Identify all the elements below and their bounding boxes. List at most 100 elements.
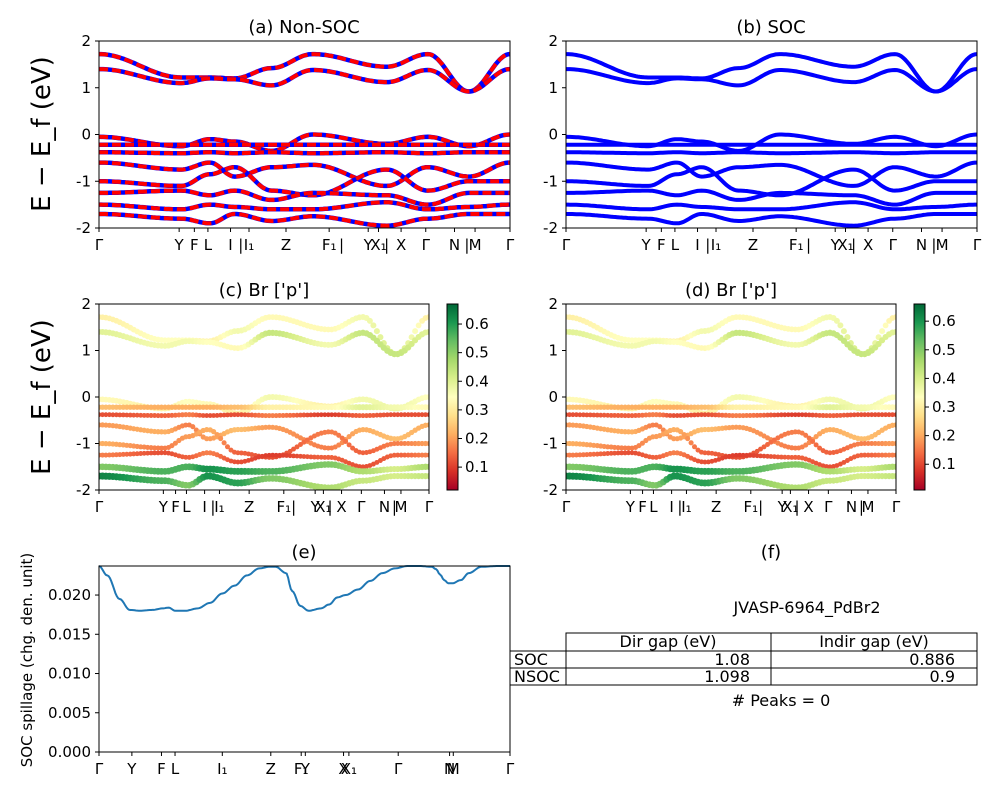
y-tick-label: 0 — [548, 388, 558, 406]
projected-band-point — [398, 452, 404, 458]
gap-table: Dir gap (eV) Indir gap (eV) SOC 1.08 0.8… — [509, 632, 978, 686]
panel-e-spillage-curve — [98, 565, 510, 612]
projected-band-point — [388, 412, 394, 418]
projected-band-point — [422, 452, 429, 458]
kpoint-label: | — [464, 236, 469, 254]
projected-band-point — [626, 413, 631, 419]
projected-band-point — [374, 412, 380, 418]
kpoint-label: L — [671, 236, 680, 254]
y-tick-label: -1 — [76, 172, 91, 190]
projected-band-point — [824, 413, 829, 419]
projected-band-point — [152, 450, 158, 456]
projected-band-point — [127, 412, 133, 418]
table-header-indir: Indir gap (eV) — [819, 632, 929, 651]
projected-band-point — [667, 413, 673, 418]
projected-band-point — [806, 435, 812, 441]
y-tick-label: -2 — [543, 481, 558, 499]
band-line-up — [99, 188, 510, 207]
projected-band-point — [145, 412, 151, 418]
kpoint-label: Γ — [394, 760, 403, 778]
projected-band-point — [426, 452, 429, 458]
projected-band-point — [803, 432, 809, 438]
projected-band-point — [426, 394, 429, 400]
projected-band-point — [426, 404, 429, 411]
kpoint-label: M — [469, 236, 482, 254]
projected-band-point — [879, 412, 885, 418]
panel-d-colorbar — [913, 303, 926, 491]
projected-band-point — [204, 413, 210, 419]
kpoint-label: L — [182, 498, 191, 516]
projected-band-point — [747, 412, 753, 419]
projected-band-point — [311, 412, 317, 418]
table-cell-indir: 0.9 — [930, 667, 955, 686]
projected-band-point — [692, 412, 697, 418]
projected-band-point — [587, 412, 593, 418]
kpoint-label: M — [447, 760, 460, 778]
projected-band-point — [837, 322, 844, 329]
projected-band-point — [416, 412, 422, 418]
projected-band-point — [332, 412, 338, 418]
projected-band-point — [824, 464, 829, 469]
kpoint-label: X₁ — [315, 498, 331, 516]
kpoint-label: | — [339, 236, 344, 254]
projected-band-point — [402, 452, 408, 458]
projected-band-point — [120, 412, 126, 418]
kpoint-label: F₁ — [743, 498, 758, 516]
projected-band-point — [318, 412, 324, 418]
band-line — [566, 67, 977, 94]
band-line-up — [99, 160, 510, 188]
kpoint-label: | — [392, 498, 397, 516]
projected-band-point — [671, 413, 677, 419]
projected-band-point — [322, 454, 328, 460]
projected-band-point — [862, 452, 868, 458]
kpoint-label: L — [649, 498, 658, 516]
projected-band-point — [402, 412, 408, 418]
projected-band-point — [113, 412, 119, 418]
kpoint-label: I — [202, 498, 206, 516]
projected-band-point — [691, 444, 698, 450]
colorbar-tick-label: 0.3 — [932, 398, 956, 416]
table-row-label: SOC — [514, 650, 548, 669]
projected-band-point — [869, 440, 875, 447]
projected-band-point — [162, 413, 168, 419]
y-tick-label: 0.010 — [48, 665, 91, 683]
projected-band-point — [357, 464, 362, 469]
kpoint-label: Γ — [422, 236, 431, 254]
projected-band-point — [291, 412, 296, 418]
projected-band-point — [792, 412, 798, 418]
kpoint-label: Y — [300, 760, 311, 778]
projected-band-point — [207, 413, 213, 419]
projected-band-point — [716, 412, 722, 418]
kpoint-label: Γ — [425, 498, 434, 516]
projected-band-point — [681, 431, 687, 438]
projected-band-point — [232, 412, 237, 418]
kpoint-label: X₁ — [370, 236, 386, 254]
projected-band-point — [810, 412, 816, 418]
projected-band-point — [650, 412, 656, 418]
projected-band-point — [235, 459, 241, 465]
projected-band-point — [280, 412, 286, 419]
projected-band-point — [381, 412, 387, 418]
projected-band-point — [270, 413, 276, 419]
kpoint-label: | — [677, 498, 682, 516]
projected-band-point — [103, 412, 109, 418]
projected-band-point — [235, 412, 241, 418]
kpoint-label: I — [228, 236, 232, 254]
projected-band-point — [252, 412, 258, 418]
projected-band-point — [315, 412, 321, 418]
y-tick-label: 2 — [81, 295, 91, 313]
projected-band-point — [159, 413, 164, 419]
projected-band-point — [577, 412, 583, 418]
projected-band-point — [702, 459, 708, 465]
projected-band-point — [639, 440, 645, 446]
projected-band-point — [591, 412, 597, 418]
projected-band-point — [336, 412, 342, 418]
projected-band-point — [391, 412, 397, 418]
kpoint-label: Y — [174, 236, 185, 254]
panel-c-frame — [98, 303, 430, 491]
projected-band-point — [833, 317, 840, 324]
kpoint-label: F₁ — [789, 236, 804, 254]
band-line-up — [99, 212, 510, 228]
projected-band-point — [601, 412, 607, 418]
